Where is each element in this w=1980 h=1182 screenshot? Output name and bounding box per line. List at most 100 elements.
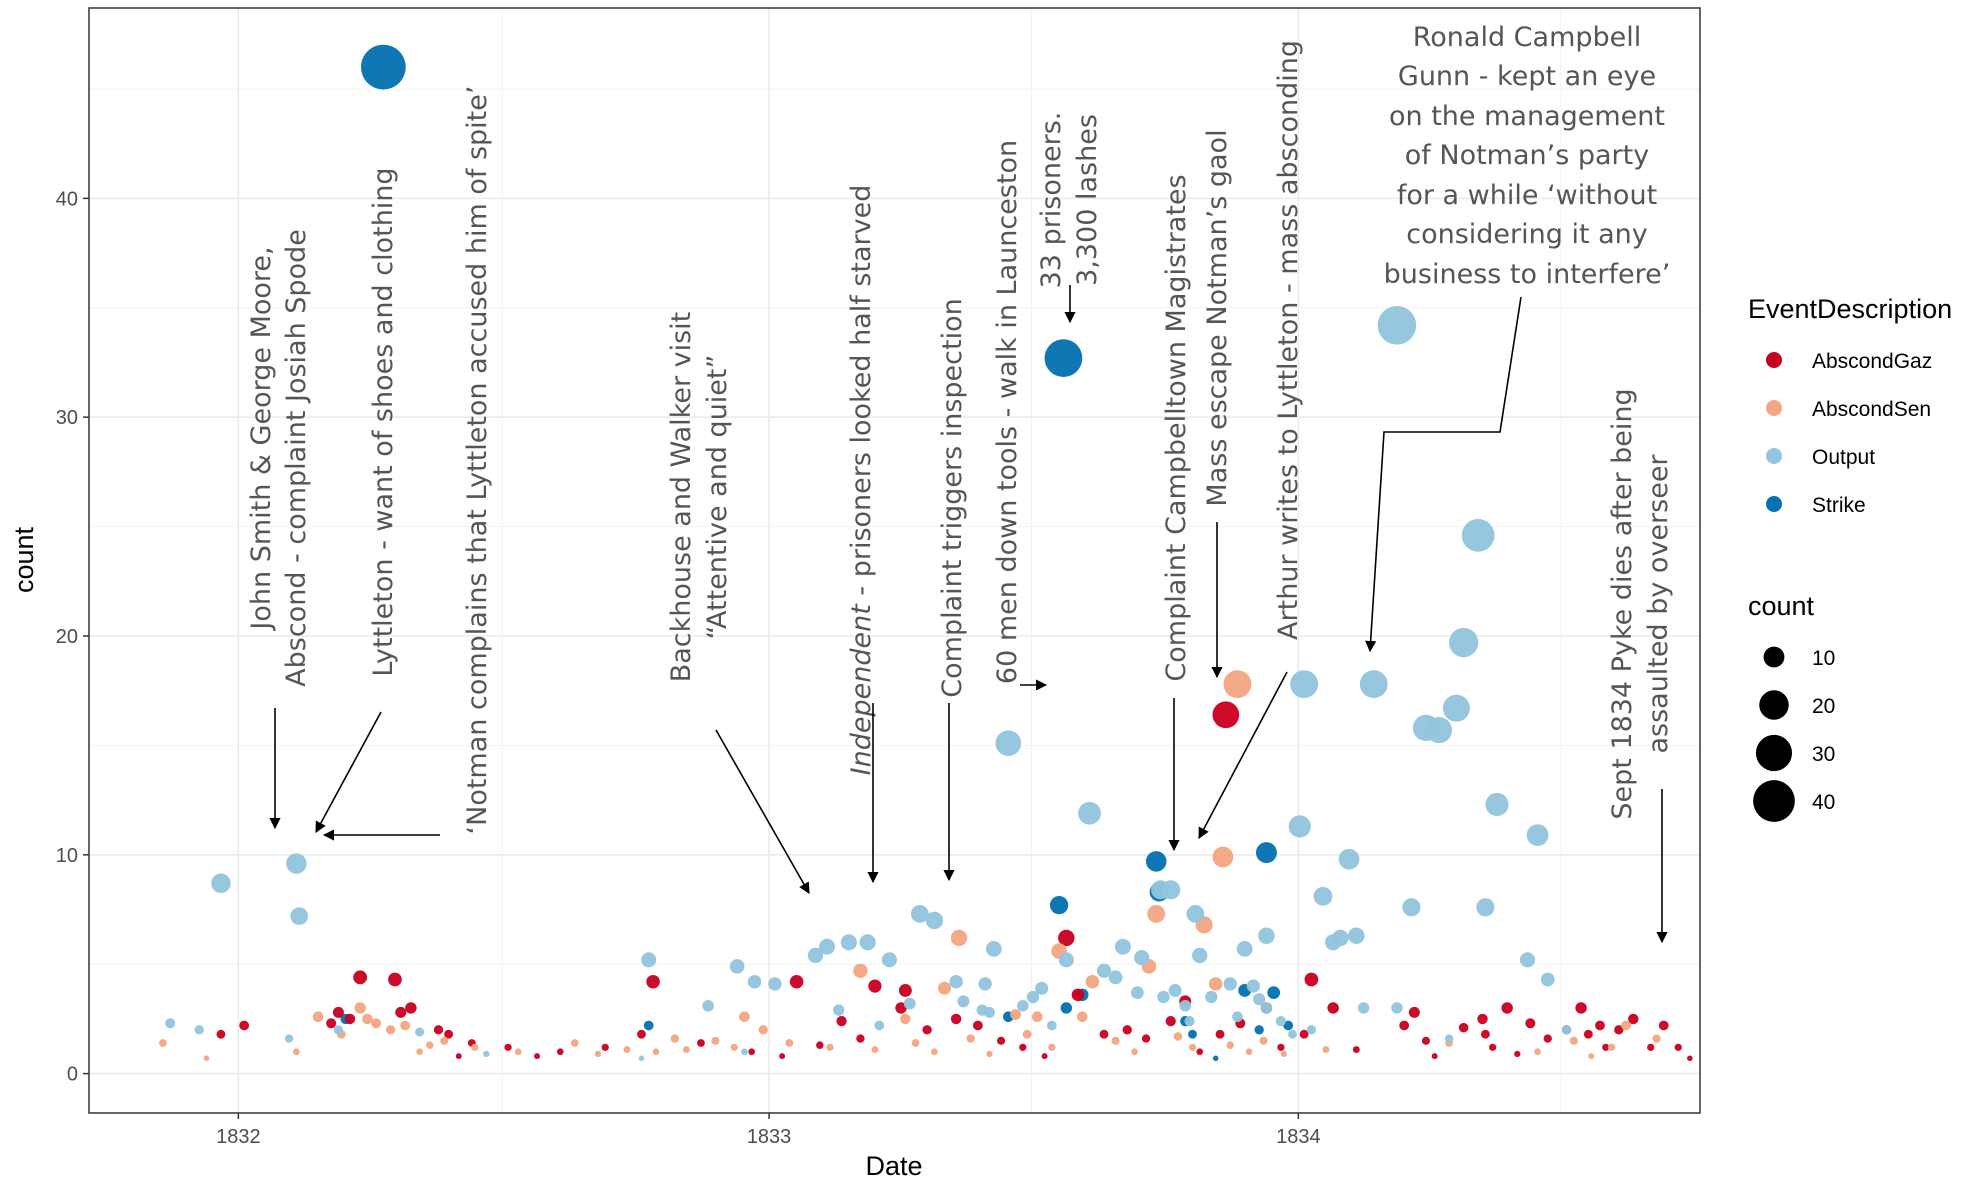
point-AbscondGaz [1071,988,1085,1002]
point-AbscondSen [1212,846,1234,868]
point-Output [415,1027,425,1037]
point-Output [1485,792,1509,817]
point-AbscondSen [652,1048,660,1056]
legend-key-Output [1766,448,1782,464]
point-Output [211,873,231,893]
point-AbscondGaz [1212,701,1240,729]
point-Output [286,853,307,874]
point-Output [1026,990,1040,1004]
point-AbscondSen [1322,1046,1330,1054]
point-AbscondGaz [997,1036,1006,1045]
point-AbscondGaz [444,1029,454,1039]
axes: 0 10 20 30 40 1832 1833 1834 [56,188,1321,1148]
annotation-italic: Independent [846,603,877,776]
point-AbscondGaz [637,1029,646,1039]
legend-size-label: 10 [1812,647,1835,670]
point-Output [1377,305,1417,345]
point-AbscondSen [1226,1041,1234,1049]
point-Output [1275,1015,1287,1027]
legend-size-label: 20 [1812,695,1835,718]
point-AbscondGaz [898,984,912,997]
annotation-text: Complaint triggers inspection [937,298,968,697]
point-AbscondGaz [1122,1025,1132,1035]
point-AbscondSen [1022,1029,1032,1039]
annotation-arrow [1365,296,1522,653]
annotation-text: considering it any [1406,219,1648,250]
point-AbscondGaz [1019,1043,1027,1051]
legend-size-key [1755,734,1793,772]
point-Output [1246,979,1260,993]
point-Output [910,904,929,923]
x-tick-label: 1834 [1276,1126,1321,1148]
point-Output [833,1004,845,1016]
legend-size-key [1753,780,1795,822]
point-AbscondGaz [1543,1034,1552,1043]
legend-label-Output: Output [1812,446,1875,469]
point-AbscondSen [203,1055,210,1062]
point-AbscondSen [362,1013,373,1025]
point-Output [1461,518,1495,552]
point-AbscondSen [570,1039,579,1047]
annotation-text: “Attentive and quiet” [702,355,733,640]
point-Output [1313,886,1333,906]
annotation-text: 3,300 lashes [1072,114,1103,286]
point-Output [333,1025,344,1035]
point-AbscondGaz [1687,1055,1693,1062]
point-AbscondSen [1223,670,1252,699]
point-Output [807,947,824,964]
point-AbscondGaz [1408,1006,1420,1018]
point-AbscondSen [312,1011,324,1023]
series-AbscondSen [159,670,1661,1062]
point-AbscondSen [1048,1043,1056,1051]
point-AbscondSen [623,1046,631,1054]
point-AbscondSen [853,963,868,978]
point-AbscondSen [931,1048,938,1056]
point-AbscondGaz [1595,1020,1605,1031]
annotation-text: 60 men down tools - walk in Launceston [992,140,1023,684]
point-Output [1096,963,1112,978]
point-Output [1444,1034,1454,1043]
point-AbscondSen [594,1050,602,1058]
point-AbscondSen [911,1039,920,1047]
point-Output [1476,898,1495,917]
point-AbscondSen [938,981,952,995]
point-AbscondGaz [922,1025,932,1035]
point-Strike [1044,339,1083,377]
point-AbscondGaz [1041,1053,1048,1060]
point-AbscondGaz [1614,1025,1624,1035]
point-Output [1157,990,1170,1004]
point-AbscondGaz [344,1013,356,1025]
point-Output [1288,815,1311,838]
point-AbscondSen [416,1048,423,1056]
annotation-text: Backhouse and Walker visit [666,312,697,683]
point-Output [1260,1002,1273,1014]
point-Output [1035,981,1049,995]
point-AbscondGaz [1647,1043,1655,1051]
point-Strike [1254,1025,1264,1035]
point-Output [638,1055,645,1062]
point-AbscondGaz [646,974,660,989]
point-AbscondGaz [1458,1022,1469,1033]
series-AbscondGaz [216,701,1693,1062]
point-Output [1134,950,1150,966]
legend-label-AbscondGaz: AbscondGaz [1812,350,1932,373]
annotation-text: for a while ‘without [1397,180,1657,211]
point-AbscondSen [1280,1050,1287,1058]
point-AbscondGaz [1352,1046,1360,1054]
point-Output [641,952,657,968]
point-Output [859,934,876,951]
point-Strike [643,1020,654,1031]
data-points [159,44,1693,1062]
x-tick-label: 1832 [216,1126,261,1148]
point-Output [483,1050,490,1058]
annotation-text: Sept 1834 Pyke dies after being [1607,388,1638,819]
point-AbscondGaz [1299,1029,1309,1039]
point-Output [1561,1025,1572,1035]
annotation-text: business to interfere’ [1384,259,1671,290]
point-Strike [1212,1055,1219,1062]
point-AbscondSen [1259,1036,1268,1045]
point-AbscondGaz [534,1053,541,1060]
point-Output [1184,1015,1195,1027]
point-AbscondGaz [405,1002,417,1014]
point-AbscondSen [425,1041,434,1049]
